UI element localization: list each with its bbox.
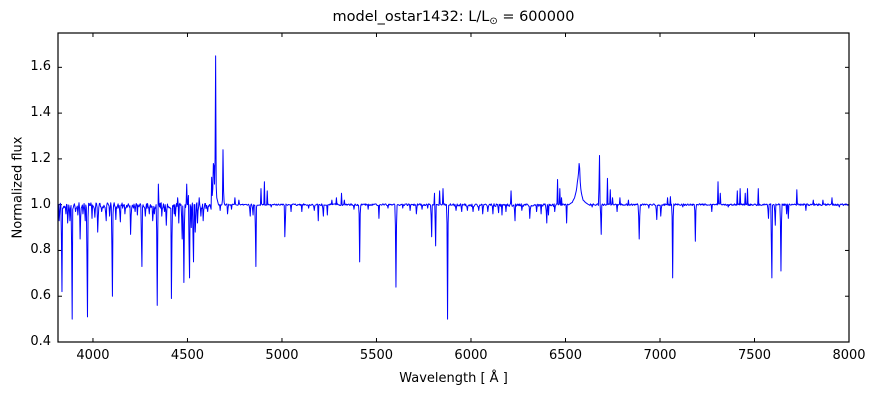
x-tick-label: 7500 xyxy=(737,348,772,363)
y-tick-label: 0.4 xyxy=(30,334,51,349)
spectrum-line xyxy=(57,55,850,320)
x-tick-label: 4500 xyxy=(170,348,205,363)
sun-symbol: ⊙ xyxy=(489,16,498,27)
x-tick-label: 7000 xyxy=(643,348,677,363)
y-tick-label: 0.6 xyxy=(30,288,51,304)
figure-title-prefix: model_ostar1432: L/L xyxy=(332,9,490,25)
x-tick-label: 6500 xyxy=(548,348,583,363)
plot-frame xyxy=(57,32,850,343)
x-tick-label: 5500 xyxy=(359,348,394,363)
axis-tick-marks xyxy=(58,33,850,343)
y-tick-label: 1.6 xyxy=(30,59,51,75)
x-tick-label: 4000 xyxy=(76,348,110,363)
figure-title: model_ostar1432: L/L⊙ = 600000 xyxy=(58,9,849,27)
y-tick-label: 1.4 xyxy=(30,105,51,121)
x-axis-label: Wavelength [ Å ] xyxy=(399,371,508,386)
y-tick-label: 1.2 xyxy=(30,150,51,166)
y-tick-label: 0.8 xyxy=(30,242,51,258)
x-tick-label: 8000 xyxy=(832,348,866,363)
figure-title-suffix: = 600000 xyxy=(497,9,575,25)
x-tick-label: 5000 xyxy=(265,348,299,363)
y-tick-label: 1.0 xyxy=(30,196,51,212)
x-tick-label: 6000 xyxy=(454,348,488,363)
